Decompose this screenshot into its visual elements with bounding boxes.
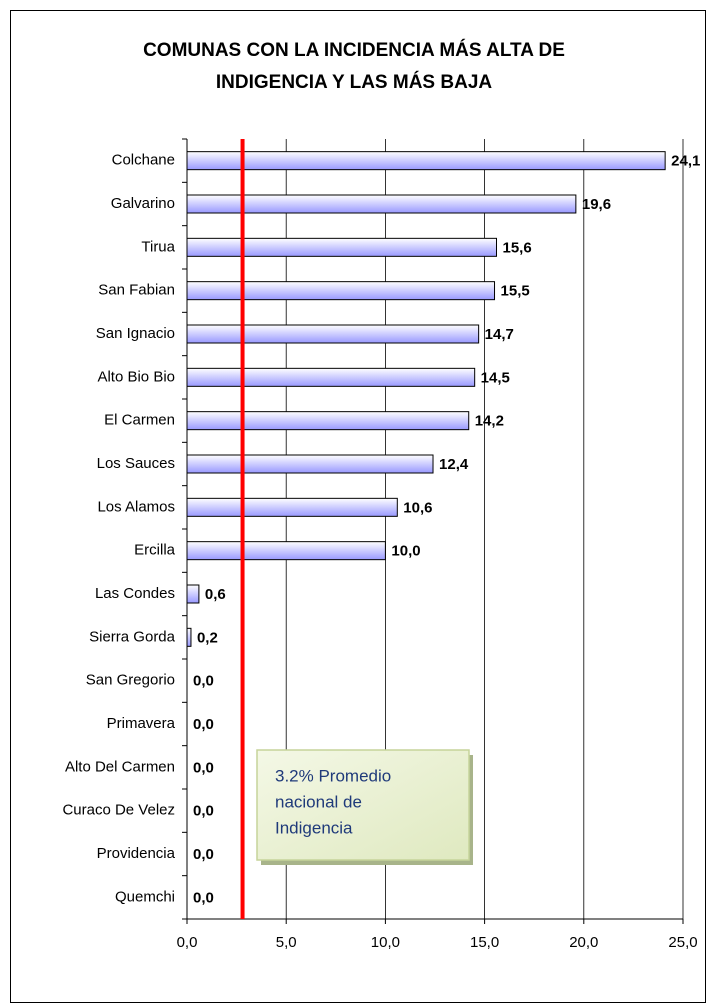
value-label: 10,6 (403, 499, 432, 516)
y-tick-label: El Carmen (104, 412, 175, 429)
bar (186, 541, 386, 561)
bar (186, 411, 470, 431)
bar (186, 324, 480, 344)
annotation-text: nacional de (275, 792, 362, 811)
x-tick-label: 25,0 (668, 934, 697, 951)
annotation-text: Indigencia (275, 818, 353, 837)
value-label: 24,1 (671, 153, 700, 170)
bar (186, 627, 192, 647)
y-tick-label: Primavera (107, 715, 176, 732)
y-tick-label: Las Condes (95, 585, 175, 602)
x-tick-label: 20,0 (569, 934, 598, 951)
y-tick-label: Ercilla (134, 542, 175, 559)
bar (186, 281, 496, 301)
y-tick-label: Galvarino (111, 195, 175, 212)
value-label: 19,6 (582, 196, 611, 213)
value-label: 0,6 (205, 586, 226, 603)
y-tick-label: San Gregorio (86, 672, 175, 689)
value-label: 15,5 (501, 283, 530, 300)
value-label: 0,0 (193, 846, 214, 863)
y-tick-label: San Ignacio (96, 325, 175, 342)
value-label: 10,0 (391, 543, 420, 560)
value-label: 14,5 (481, 369, 510, 386)
y-tick-label: Quemchi (115, 888, 175, 905)
value-label: 14,7 (485, 326, 514, 343)
x-tick-label: 5,0 (276, 934, 297, 951)
bar (186, 151, 666, 171)
value-label: 0,0 (193, 759, 214, 776)
y-tick-label: Providencia (97, 845, 176, 862)
y-tick-label: Tirua (141, 238, 175, 255)
bar (186, 194, 577, 214)
annotation-box (256, 749, 470, 861)
annotation-text: 3.2% Promedio (275, 766, 391, 785)
value-label: 14,2 (475, 413, 504, 430)
value-label: 0,0 (193, 803, 214, 820)
y-tick-label: Colchane (112, 152, 175, 169)
y-tick-label: Curaco De Velez (62, 802, 175, 819)
y-tick-label: Sierra Gorda (89, 628, 176, 645)
bar (186, 584, 200, 604)
value-label: 12,4 (439, 456, 469, 473)
y-tick-label: San Fabian (98, 282, 175, 299)
bar (186, 454, 434, 474)
y-tick-label: Los Sauces (97, 455, 175, 472)
y-tick-label: Alto Del Carmen (65, 758, 175, 775)
value-label: 0,0 (193, 673, 214, 690)
bar (186, 237, 498, 257)
value-label: 0,2 (197, 629, 218, 646)
chart-title: INDIGENCIA Y LAS MÁS BAJA (216, 71, 493, 93)
x-tick-label: 0,0 (177, 934, 198, 951)
bar (186, 497, 398, 517)
bar (186, 367, 476, 387)
chart-title: COMUNAS CON LA INCIDENCIA MÁS ALTA DE (143, 39, 565, 61)
value-label: 0,0 (193, 889, 214, 906)
y-tick-label: Los Alamos (97, 498, 175, 515)
x-tick-label: 10,0 (371, 934, 400, 951)
x-tick-label: 15,0 (470, 934, 499, 951)
value-label: 15,6 (503, 239, 532, 256)
y-tick-label: Alto Bio Bio (97, 368, 175, 385)
value-label: 0,0 (193, 716, 214, 733)
